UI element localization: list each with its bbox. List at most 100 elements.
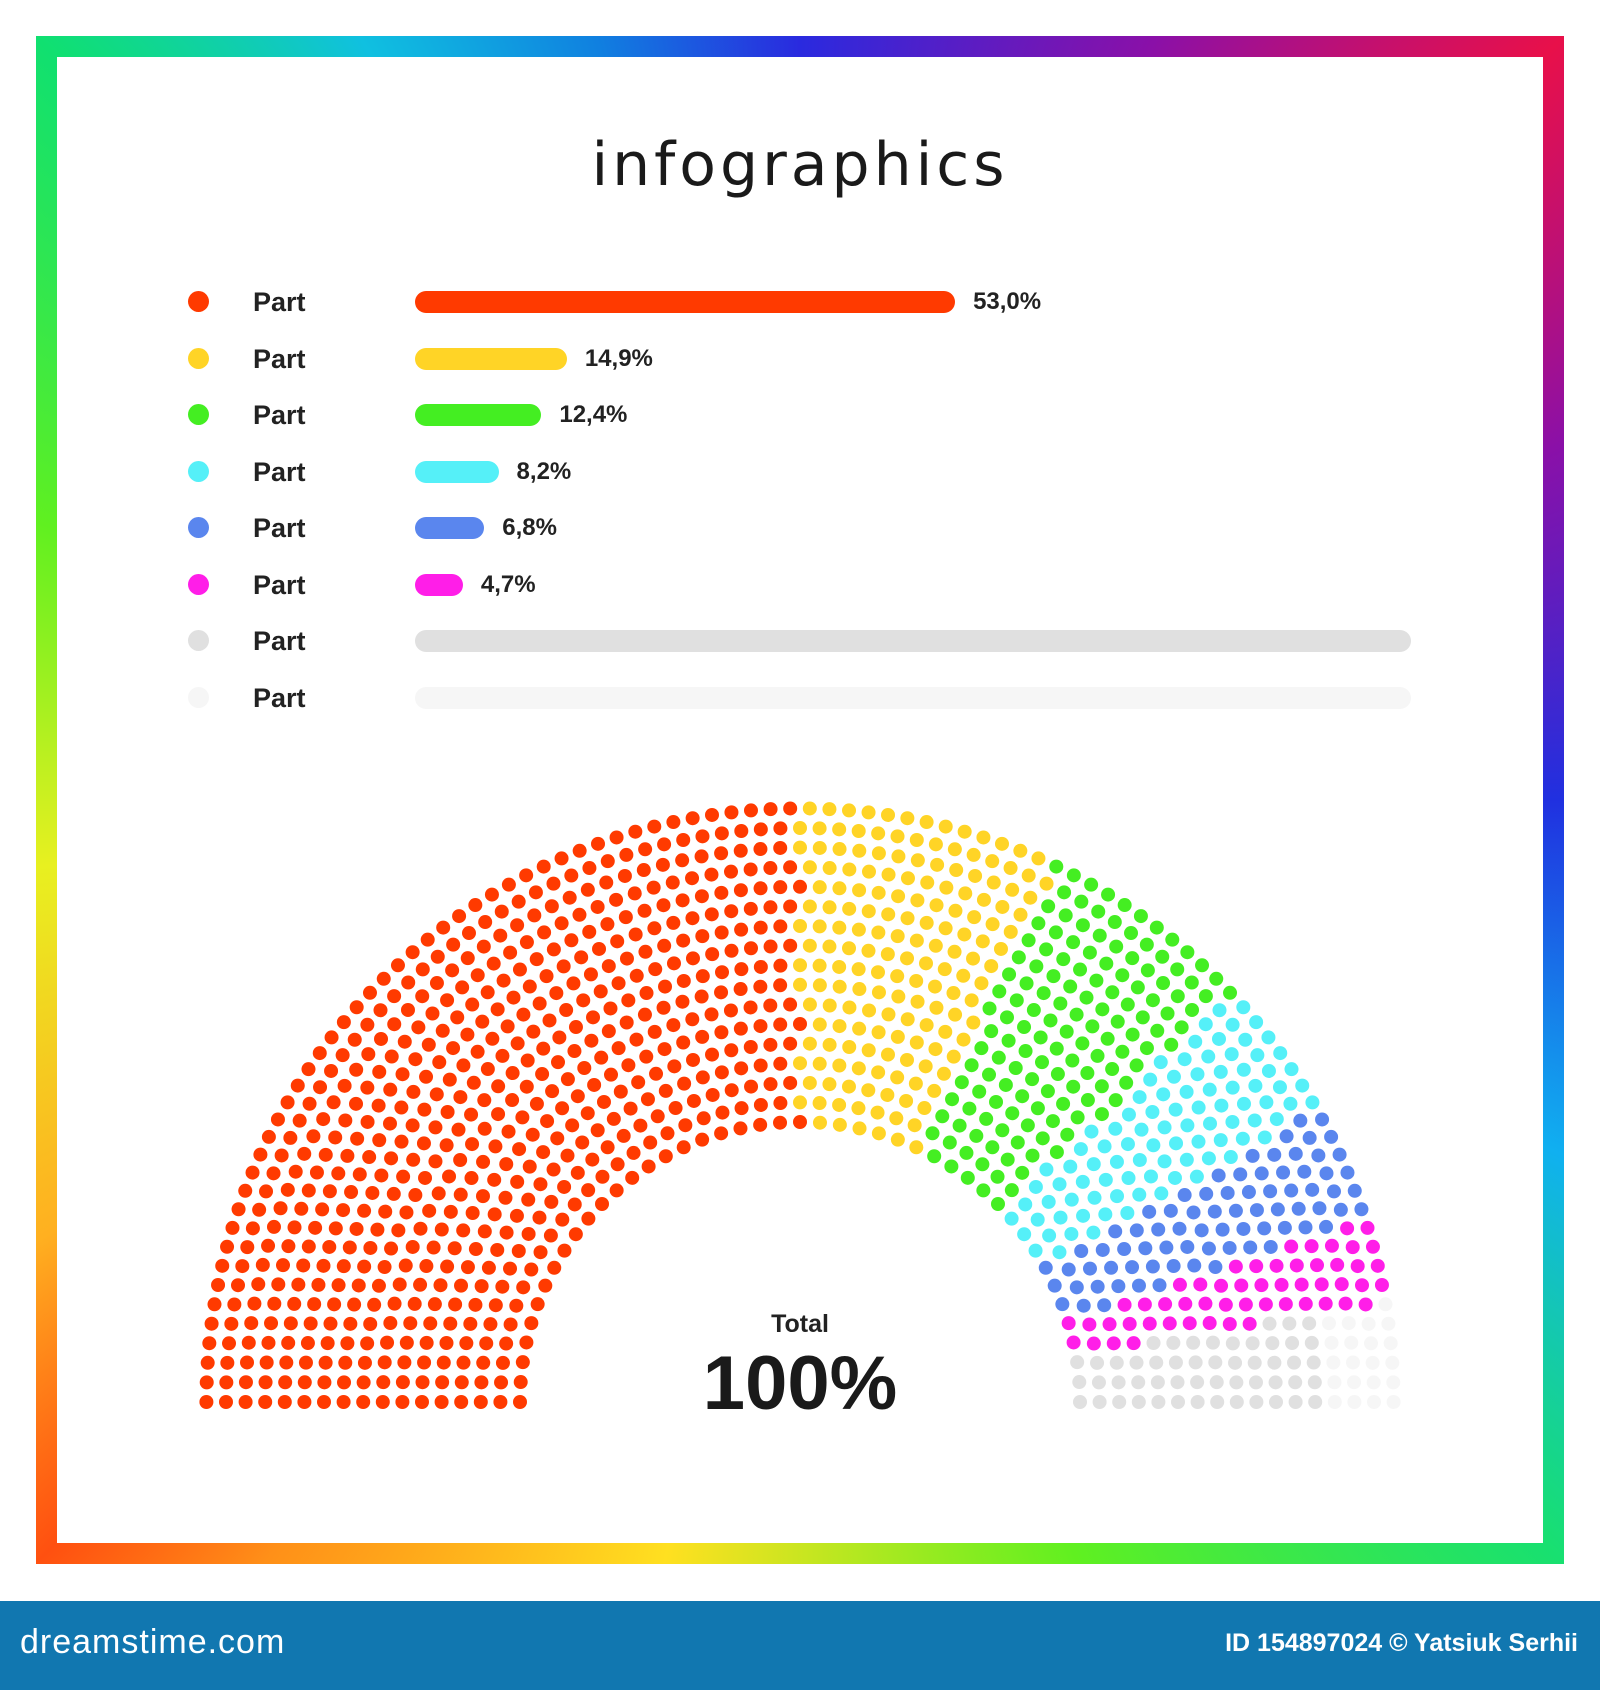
seat-dot <box>513 1395 527 1409</box>
seat-dot <box>1250 1048 1265 1063</box>
seat-dot <box>442 1169 457 1184</box>
seat-dot <box>365 1185 380 1200</box>
seat-dot <box>880 1087 895 1102</box>
seat-dot <box>891 989 906 1004</box>
seat-dot <box>1354 1278 1369 1293</box>
seat-dot <box>724 904 739 919</box>
seat-dot <box>536 1041 551 1056</box>
seat-dot <box>425 1006 440 1021</box>
seat-dot <box>211 1277 226 1292</box>
seat-dot <box>1060 1127 1075 1142</box>
seat-dot <box>1072 1375 1087 1390</box>
seat-dot <box>382 1116 397 1131</box>
seat-dot <box>611 1041 626 1056</box>
seat-dot <box>753 822 768 837</box>
seat-dot <box>1117 1297 1132 1312</box>
seat-dot <box>1120 1137 1135 1152</box>
seat-dot <box>1177 1052 1192 1067</box>
seat-dot <box>545 1084 560 1099</box>
brand-logo[interactable]: dreamstime.com <box>20 1623 286 1661</box>
seat-dot <box>1108 1224 1123 1239</box>
seat-dot <box>274 1148 289 1163</box>
seat-dot <box>1267 1355 1282 1370</box>
seat-dot <box>724 1043 739 1058</box>
seat-dot <box>743 1039 758 1054</box>
seat-dot <box>356 1375 371 1390</box>
seat-dot <box>625 1170 640 1185</box>
seat-dot <box>705 1087 720 1102</box>
seat-dot <box>371 1278 386 1293</box>
seat-dot <box>297 1395 312 1409</box>
seat-dot <box>278 1375 293 1390</box>
seat-dot <box>570 1089 585 1104</box>
seat-dot <box>1208 1355 1223 1370</box>
seat-dot <box>1030 1101 1045 1116</box>
seat-dot <box>374 1168 389 1183</box>
seat-dot <box>938 921 953 936</box>
seat-dot <box>599 875 614 890</box>
seat-dot <box>773 1056 788 1071</box>
seat-dot <box>1284 1062 1299 1077</box>
seat-dot <box>1257 1221 1272 1236</box>
seat-dot <box>900 811 915 826</box>
seat-dot <box>1119 1075 1134 1090</box>
seat-dot <box>530 1297 545 1312</box>
seat-dot <box>753 1117 768 1132</box>
seat-dot <box>1228 1355 1243 1370</box>
seat-dot <box>976 1183 991 1198</box>
seat-dot <box>283 1316 298 1331</box>
seat-dot <box>1153 1055 1168 1070</box>
seat-dot <box>308 1220 323 1235</box>
seat-dot <box>510 1036 525 1051</box>
seat-dot <box>494 1375 509 1390</box>
seat-dot <box>539 969 554 984</box>
seat-dot <box>1249 1015 1264 1030</box>
seat-dot <box>704 1007 719 1022</box>
seat-dot <box>1365 1355 1380 1370</box>
seat-dot <box>802 938 817 953</box>
seat-dot <box>1211 1031 1226 1046</box>
seat-dot <box>418 1170 433 1185</box>
seat-dot <box>479 1336 494 1351</box>
seat-dot <box>405 945 420 960</box>
seat-dot <box>1370 1258 1385 1273</box>
seat-dot <box>1129 1058 1144 1073</box>
seat-dot <box>695 1070 710 1085</box>
seat-dot <box>714 826 729 841</box>
legend-label: Part <box>253 513 306 543</box>
seat-dot <box>463 1316 478 1331</box>
bar-value-label: 53,0% <box>973 288 1042 315</box>
seat-dot <box>1025 1072 1040 1087</box>
seat-dot <box>1236 1000 1251 1015</box>
seat-dot <box>753 881 768 896</box>
seat-dot <box>1225 1080 1240 1095</box>
seat-dot <box>584 1033 599 1048</box>
seat-dot <box>802 1075 817 1090</box>
seat-dot <box>802 860 817 875</box>
seat-dot <box>407 1296 422 1311</box>
seat-dot <box>222 1336 237 1351</box>
seat-dot <box>1202 1316 1217 1331</box>
seat-dot <box>812 880 827 895</box>
seat-dot <box>374 1031 389 1046</box>
seat-dot <box>439 1138 454 1153</box>
seat-dot <box>640 1092 655 1107</box>
seat-dot <box>1134 1122 1149 1137</box>
seat-dot <box>1108 1093 1123 1108</box>
seat-dot <box>952 1118 967 1133</box>
seat-dot <box>241 1335 256 1350</box>
seat-dot <box>280 1182 295 1197</box>
seat-dot <box>290 1078 305 1093</box>
seat-dot <box>783 997 798 1012</box>
seat-dot <box>498 1190 513 1205</box>
seat-dot <box>964 993 979 1008</box>
seat-dot <box>793 1017 807 1031</box>
seat-dot <box>715 1105 730 1120</box>
seat-dot <box>415 1375 430 1390</box>
seat-dot <box>259 1184 274 1199</box>
image-credit: ID 154897024 © Yatsiuk Serhii <box>1225 1629 1578 1657</box>
seat-dot <box>1222 1317 1237 1332</box>
seat-dot <box>1085 1019 1100 1034</box>
seat-dot <box>1149 1355 1164 1370</box>
seat-dot <box>1151 1395 1166 1409</box>
